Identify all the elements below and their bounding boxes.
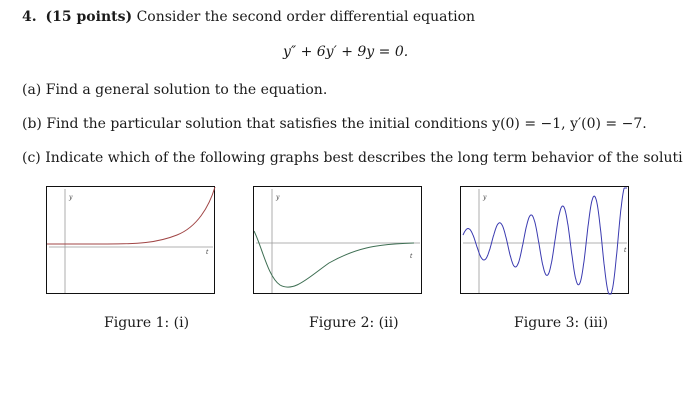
problem-number: 4. — [22, 9, 37, 25]
t-axis-label: t — [410, 253, 413, 260]
part-text: Find the particular solution that satisf… — [46, 116, 647, 132]
y-axis-label: y — [69, 194, 73, 201]
solution-curve — [254, 230, 415, 288]
problem-points: (15 points) — [45, 9, 133, 25]
solution-curve — [462, 187, 627, 295]
part-b: (b) Find the particular solution that sa… — [22, 116, 647, 132]
part-c: (c) Indicate which of the following grap… — [22, 150, 683, 166]
figure-2-caption: Figure 2: (ii) — [309, 315, 399, 331]
part-label: (a) — [22, 82, 42, 98]
figure-3-plot — [462, 187, 627, 295]
problem-intro: Consider the second order differential e… — [136, 9, 476, 25]
part-label: (b) — [22, 116, 42, 132]
part-text: Find a general solution to the equation. — [45, 82, 328, 98]
t-axis-label: t — [624, 247, 627, 254]
figure-3-graph: y t — [460, 186, 629, 295]
solution-curve — [47, 187, 216, 245]
y-axis-label: y — [483, 194, 487, 201]
part-text: Indicate which of the following graphs b… — [45, 150, 683, 166]
figure-3-caption: Figure 3: (iii) — [514, 315, 609, 331]
part-a: (a) Find a general solution to the equat… — [22, 82, 327, 98]
t-axis-label: t — [206, 249, 209, 256]
figure-1-plot — [47, 187, 216, 293]
differential-equation: y″ + 6y′ + 9y = 0. — [283, 44, 409, 60]
figure-2-plot — [254, 189, 420, 293]
y-axis-label: y — [276, 194, 280, 201]
figure-1-caption: Figure 1: (i) — [104, 315, 190, 331]
figure-2-graph: y t — [253, 186, 422, 294]
figure-1-graph: y t — [46, 186, 216, 294]
part-label: (c) — [22, 150, 41, 166]
problem-header: 4. (15 points) Consider the second order… — [22, 9, 475, 25]
